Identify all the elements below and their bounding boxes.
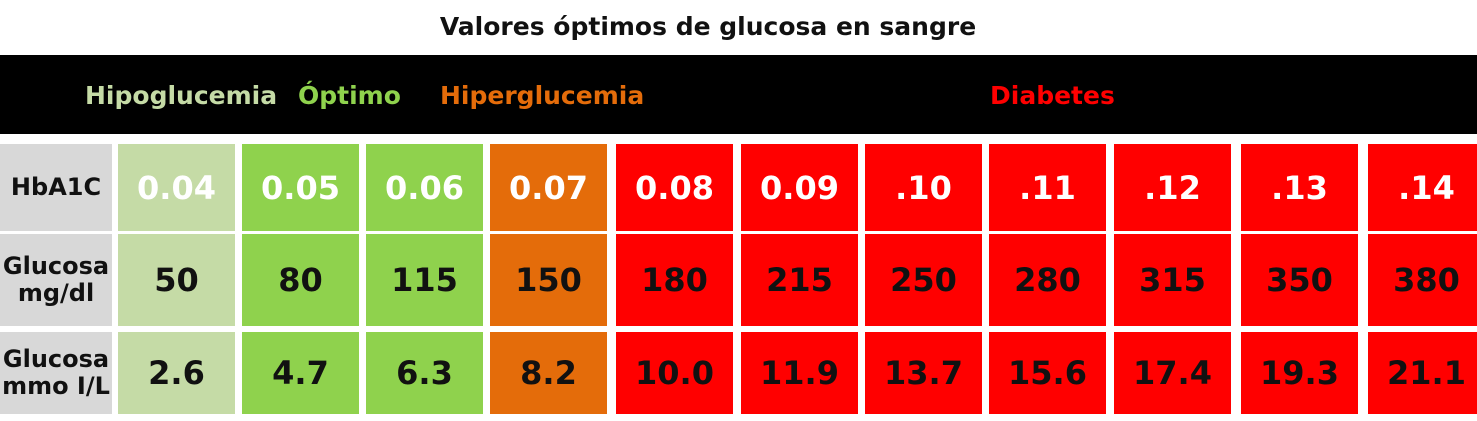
value-cell-diabetes: 11.9 (741, 332, 858, 414)
value-cell-optimo: 0.06 (366, 144, 483, 231)
value-cell-diabetes: 350 (1241, 234, 1358, 326)
row-label-0: HbA1C (0, 144, 112, 231)
value-cell-diabetes: 315 (1114, 234, 1231, 326)
value-cell-hiperglucemia: 150 (490, 234, 607, 326)
category-label-diabetes: Diabetes (990, 81, 1115, 110)
value-cell-diabetes: .13 (1241, 144, 1358, 231)
value-cell-diabetes: 0.08 (616, 144, 733, 231)
category-label-hiperglucemia: Hiperglucemia (440, 81, 645, 110)
value-cell-diabetes: 13.7 (865, 332, 982, 414)
value-cell-diabetes: .14 (1368, 144, 1477, 231)
value-cell-diabetes: 10.0 (616, 332, 733, 414)
value-cell-hipoglucemia: 0.04 (118, 144, 235, 231)
value-cell-diabetes: 0.09 (741, 144, 858, 231)
row-label-line: Glucosa (2, 252, 110, 280)
value-cell-diabetes: 280 (989, 234, 1106, 326)
value-cell-diabetes: 250 (865, 234, 982, 326)
value-cell-diabetes: 380 (1368, 234, 1477, 326)
value-cell-diabetes: 180 (616, 234, 733, 326)
row-label-2: Glucosa mmo I/L (0, 332, 112, 414)
value-cell-diabetes: 215 (741, 234, 858, 326)
value-cell-diabetes: 17.4 (1114, 332, 1231, 414)
value-cell-optimo: 0.05 (242, 144, 359, 231)
value-cell-hiperglucemia: 8.2 (490, 332, 607, 414)
value-cell-hipoglucemia: 50 (118, 234, 235, 326)
category-header-bar: Hipoglucemia Óptimo Hiperglucemia Diabetes (0, 55, 1477, 134)
category-label-hipoglucemia: Hipoglucemia (85, 81, 278, 110)
value-cell-optimo: 115 (366, 234, 483, 326)
row-label-line: mmo I/L (2, 372, 110, 400)
row-label-1: Glucosa mg/dl (0, 234, 112, 326)
value-cell-optimo: 6.3 (366, 332, 483, 414)
glucose-table: HbA1C Glucosa mg/dl Glucosa mmo I/L 0.04 0.05 0… (0, 140, 1477, 421)
row-label-line: HbA1C (10, 173, 102, 201)
value-cell-diabetes: 21.1 (1368, 332, 1477, 414)
value-cell-hipoglucemia: 2.6 (118, 332, 235, 414)
value-cell-hiperglucemia: 0.07 (490, 144, 607, 231)
value-cell-diabetes: 15.6 (989, 332, 1106, 414)
value-cell-diabetes: .10 (865, 144, 982, 231)
value-cell-diabetes: 19.3 (1241, 332, 1358, 414)
row-label-line: mg/dl (17, 279, 95, 307)
chart-title: Valores óptimos de glucosa en sangre (439, 12, 977, 41)
value-cell-diabetes: .12 (1114, 144, 1231, 231)
category-label-optimo: Óptimo (298, 81, 401, 110)
value-cell-diabetes: .11 (989, 144, 1106, 231)
value-cell-optimo: 80 (242, 234, 359, 326)
value-cell-optimo: 4.7 (242, 332, 359, 414)
row-label-line: Glucosa (2, 345, 110, 373)
